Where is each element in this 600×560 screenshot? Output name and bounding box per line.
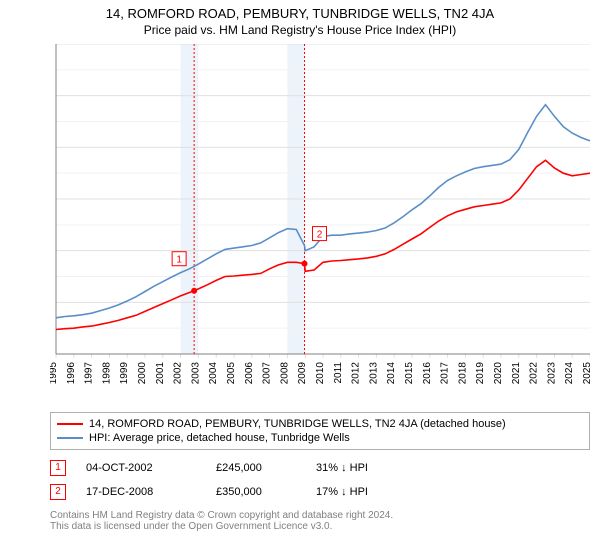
svg-text:2000: 2000 bbox=[137, 362, 148, 384]
transactions-table: 1 04-OCT-2002 £245,000 31% ↓ HPI 2 17-DE… bbox=[50, 456, 590, 504]
transaction-date-1: 04-OCT-2002 bbox=[86, 462, 196, 474]
footer-line-2: This data is licensed under the Open Gov… bbox=[50, 521, 590, 532]
svg-text:2009: 2009 bbox=[297, 362, 308, 384]
legend-label-hpi: HPI: Average price, detached house, Tunb… bbox=[89, 432, 350, 444]
legend-item-hpi: HPI: Average price, detached house, Tunb… bbox=[57, 431, 583, 445]
svg-text:1995: 1995 bbox=[50, 362, 59, 384]
svg-text:2016: 2016 bbox=[422, 362, 433, 384]
transaction-row-2: 2 17-DEC-2008 £350,000 17% ↓ HPI bbox=[50, 480, 590, 504]
svg-text:2025: 2025 bbox=[582, 362, 590, 384]
transaction-cmp-1: 31% ↓ HPI bbox=[316, 462, 416, 474]
transaction-price-1: £245,000 bbox=[216, 462, 296, 474]
legend-label-property: 14, ROMFORD ROAD, PEMBURY, TUNBRIDGE WEL… bbox=[89, 418, 506, 430]
svg-text:2001: 2001 bbox=[155, 362, 166, 384]
legend-item-property: 14, ROMFORD ROAD, PEMBURY, TUNBRIDGE WEL… bbox=[57, 417, 583, 431]
svg-text:2019: 2019 bbox=[475, 362, 486, 384]
legend-swatch-hpi bbox=[57, 437, 83, 439]
transaction-marker-1: 1 bbox=[50, 460, 66, 476]
footer-line-1: Contains HM Land Registry data © Crown c… bbox=[50, 510, 590, 521]
svg-text:2010: 2010 bbox=[315, 362, 326, 384]
svg-text:2: 2 bbox=[317, 230, 323, 241]
svg-text:1998: 1998 bbox=[101, 362, 112, 384]
legend: 14, ROMFORD ROAD, PEMBURY, TUNBRIDGE WEL… bbox=[50, 412, 590, 450]
chart: £0£200K£400K£600K£800K£1M£1.2M1995199619… bbox=[50, 44, 590, 384]
svg-text:2015: 2015 bbox=[404, 362, 415, 384]
transaction-date-2: 17-DEC-2008 bbox=[86, 486, 196, 498]
svg-text:2017: 2017 bbox=[440, 362, 451, 384]
svg-text:2005: 2005 bbox=[226, 362, 237, 384]
footer: Contains HM Land Registry data © Crown c… bbox=[50, 510, 590, 532]
svg-text:2022: 2022 bbox=[529, 362, 540, 384]
transaction-price-2: £350,000 bbox=[216, 486, 296, 498]
svg-text:1996: 1996 bbox=[66, 362, 77, 384]
svg-text:2008: 2008 bbox=[279, 362, 290, 384]
svg-text:2013: 2013 bbox=[368, 362, 379, 384]
page: 14, ROMFORD ROAD, PEMBURY, TUNBRIDGE WEL… bbox=[0, 0, 600, 560]
svg-text:2023: 2023 bbox=[546, 362, 557, 384]
svg-text:1999: 1999 bbox=[119, 362, 130, 384]
svg-text:1: 1 bbox=[176, 255, 182, 266]
svg-text:2006: 2006 bbox=[244, 362, 255, 384]
svg-text:2024: 2024 bbox=[564, 362, 575, 384]
svg-text:2003: 2003 bbox=[190, 362, 201, 384]
legend-swatch-property bbox=[57, 423, 83, 425]
title-line-1: 14, ROMFORD ROAD, PEMBURY, TUNBRIDGE WEL… bbox=[0, 0, 600, 21]
svg-text:2007: 2007 bbox=[262, 362, 273, 384]
svg-text:2014: 2014 bbox=[386, 362, 397, 384]
chart-svg: £0£200K£400K£600K£800K£1M£1.2M1995199619… bbox=[50, 44, 590, 384]
svg-text:2012: 2012 bbox=[351, 362, 362, 384]
svg-text:2020: 2020 bbox=[493, 362, 504, 384]
svg-text:2011: 2011 bbox=[333, 362, 344, 384]
transaction-marker-2: 2 bbox=[50, 484, 66, 500]
transaction-row-1: 1 04-OCT-2002 £245,000 31% ↓ HPI bbox=[50, 456, 590, 480]
svg-text:1997: 1997 bbox=[84, 362, 95, 384]
transaction-cmp-2: 17% ↓ HPI bbox=[316, 486, 416, 498]
svg-text:2004: 2004 bbox=[208, 362, 219, 384]
svg-text:2002: 2002 bbox=[173, 362, 184, 384]
title-line-2: Price paid vs. HM Land Registry's House … bbox=[0, 21, 600, 37]
svg-text:2021: 2021 bbox=[511, 362, 522, 384]
svg-text:2018: 2018 bbox=[457, 362, 468, 384]
